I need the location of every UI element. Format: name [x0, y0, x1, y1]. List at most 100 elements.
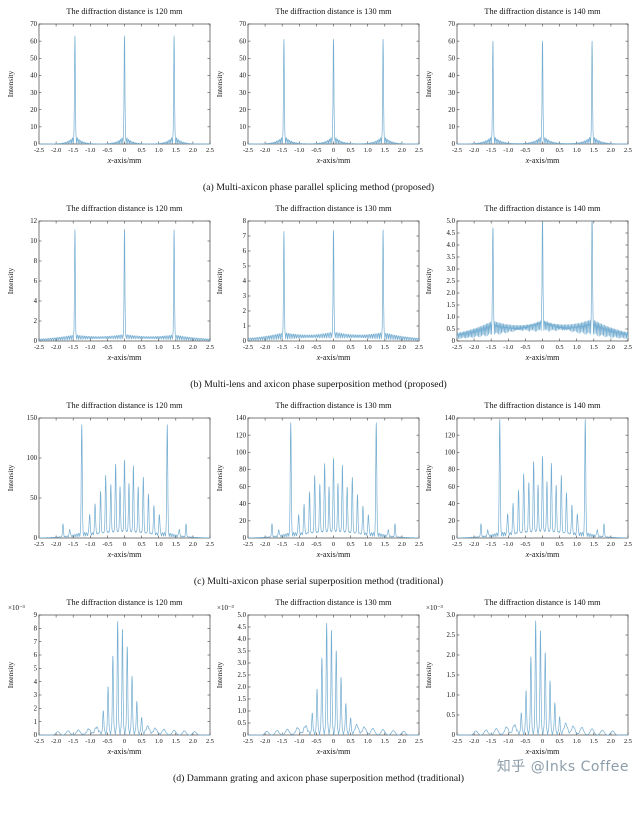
y-axis-label: Intensity [215, 71, 224, 98]
y-tick-label: 3.0 [447, 266, 456, 273]
y-tick-label: 8 [34, 626, 38, 633]
x-tick-label: -2.5 [243, 147, 253, 154]
y-axis-label: Intensity [6, 268, 15, 295]
x-tick-label: 1.5 [590, 541, 598, 548]
axes-box [247, 417, 420, 539]
x-tick-label: 2.5 [415, 147, 423, 154]
intensity-curve [38, 621, 211, 736]
diffraction-plot-c1: The diffraction distance is 120 mm 0 50 100… [6, 401, 214, 559]
y-tick-label: 6 [34, 652, 38, 659]
y-tick-label: 0 [452, 338, 456, 345]
row-caption-c: (c) Multi-axicon phase serial superposit… [193, 576, 444, 587]
x-tick-label: -1.0 [503, 147, 513, 154]
x-tick-label: 0 [123, 738, 126, 745]
y-tick-label: 0 [243, 732, 247, 739]
x-axis-label: x-axis/mm [107, 353, 143, 362]
y-tick-label: 4.5 [238, 624, 247, 631]
x-tick-label: 0.5 [347, 147, 355, 154]
panel-strip-d: The diffraction distance is 120 mm ×10⁻³ 0… [0, 595, 637, 773]
y-tick-label: 120 [236, 432, 247, 439]
y-tick-label: 40 [448, 73, 455, 80]
x-tick-label: 2.0 [607, 344, 615, 351]
intensity-curve [247, 622, 420, 736]
diffraction-plot-d2: The diffraction distance is 130 mm ×10⁻³ 0… [215, 598, 423, 756]
y-tick-label: 0 [34, 732, 38, 739]
diffraction-plot-b1: The diffraction distance is 120 mm 0 2 4 6 8 1… [6, 204, 214, 362]
x-tick-label: 2.5 [206, 147, 214, 154]
x-tick-label: 0 [541, 344, 544, 351]
y-tick-label: 10 [448, 124, 455, 131]
plot-title: The diffraction distance is 140 mm [484, 598, 601, 607]
x-tick-label: 0.5 [347, 541, 355, 548]
x-tick-label: -2.0 [51, 738, 61, 745]
diffraction-plot-b3: The diffraction distance is 140 mm 0 0.5 1.… [424, 204, 632, 362]
y-tick-label: 0 [34, 535, 38, 542]
x-tick-label: -1.0 [503, 541, 513, 548]
y-tick-label: 0 [243, 535, 247, 542]
y-tick-label: 1.5 [447, 302, 456, 309]
x-tick-label: 1.0 [155, 738, 163, 745]
x-axis-label: x-axis/mm [316, 156, 352, 165]
intensity-curve [247, 39, 420, 145]
x-tick-label: -1.0 [294, 541, 304, 548]
x-tick-label: -0.5 [520, 541, 530, 548]
y-tick-label: 0 [243, 338, 247, 345]
diffraction-plot-c3: The diffraction distance is 140 mm 0 20 40 6… [424, 401, 632, 559]
y-tick-label: 1.0 [238, 708, 247, 715]
y-tick-label: 3.5 [447, 254, 456, 261]
y-tick-label: 0 [34, 338, 38, 345]
x-tick-label: 0 [123, 541, 126, 548]
x-tick-label: -0.5 [311, 147, 321, 154]
x-tick-label: -1.5 [486, 344, 496, 351]
y-tick-label: 140 [236, 415, 247, 422]
x-tick-label: 2.0 [398, 344, 406, 351]
plot-title: The diffraction distance is 140 mm [484, 401, 601, 410]
x-tick-label: -0.5 [520, 147, 530, 154]
y-tick-label: 50 [239, 55, 246, 62]
y-axis-label: Intensity [424, 662, 433, 689]
x-tick-label: -2.0 [260, 738, 270, 745]
x-tick-label: -2.5 [34, 344, 44, 351]
x-tick-label: -1.5 [68, 147, 78, 154]
y-tick-label: 3.5 [238, 648, 247, 655]
x-tick-label: 2.0 [189, 344, 197, 351]
y-tick-label: 20 [448, 107, 455, 114]
y-tick-label: 80 [448, 467, 455, 474]
y-axis-label: Intensity [215, 268, 224, 295]
y-tick-label: 2.0 [238, 684, 247, 691]
diffraction-plot-d1: The diffraction distance is 120 mm ×10⁻³ 0… [6, 598, 214, 756]
x-tick-label: -1.0 [85, 147, 95, 154]
intensity-curve [247, 422, 420, 539]
x-tick-label: -2.0 [469, 147, 479, 154]
y-tick-label: 5 [243, 263, 247, 270]
x-tick-label: -0.5 [520, 344, 530, 351]
x-tick-label: 1.0 [573, 344, 581, 351]
y-tick-label: 10 [30, 124, 37, 131]
x-tick-label: -2.0 [469, 344, 479, 351]
plot-title: The diffraction distance is 120 mm [66, 401, 183, 410]
y-tick-label: 40 [30, 73, 37, 80]
y-tick-label: 4.0 [238, 636, 247, 643]
y-tick-label: 0 [243, 141, 247, 148]
x-tick-label: -1.0 [294, 147, 304, 154]
x-tick-label: 2.5 [624, 541, 632, 548]
y-tick-label: 80 [239, 467, 246, 474]
x-tick-label: 1.0 [155, 541, 163, 548]
plot-title: The diffraction distance is 130 mm [275, 204, 392, 213]
intensity-curve [456, 220, 629, 340]
x-tick-label: -2.0 [260, 147, 270, 154]
x-tick-label: 2.5 [415, 541, 423, 548]
y-tick-label: 0.5 [238, 720, 247, 727]
x-axis-label: x-axis/mm [107, 550, 143, 559]
plot-title: The diffraction distance is 130 mm [275, 7, 392, 16]
x-tick-label: 0 [332, 541, 335, 548]
figure-page: The diffraction distance is 120 mm 0 10 20 3… [0, 7, 637, 784]
y-tick-label: 20 [239, 518, 246, 525]
y-tick-label: 2.0 [447, 290, 456, 297]
y-tick-label: 60 [239, 38, 246, 45]
x-tick-label: 0 [332, 147, 335, 154]
x-tick-label: 0 [332, 738, 335, 745]
y-tick-label: 7 [243, 233, 247, 240]
x-tick-label: -1.5 [68, 541, 78, 548]
y-tick-label: 4 [243, 278, 247, 285]
